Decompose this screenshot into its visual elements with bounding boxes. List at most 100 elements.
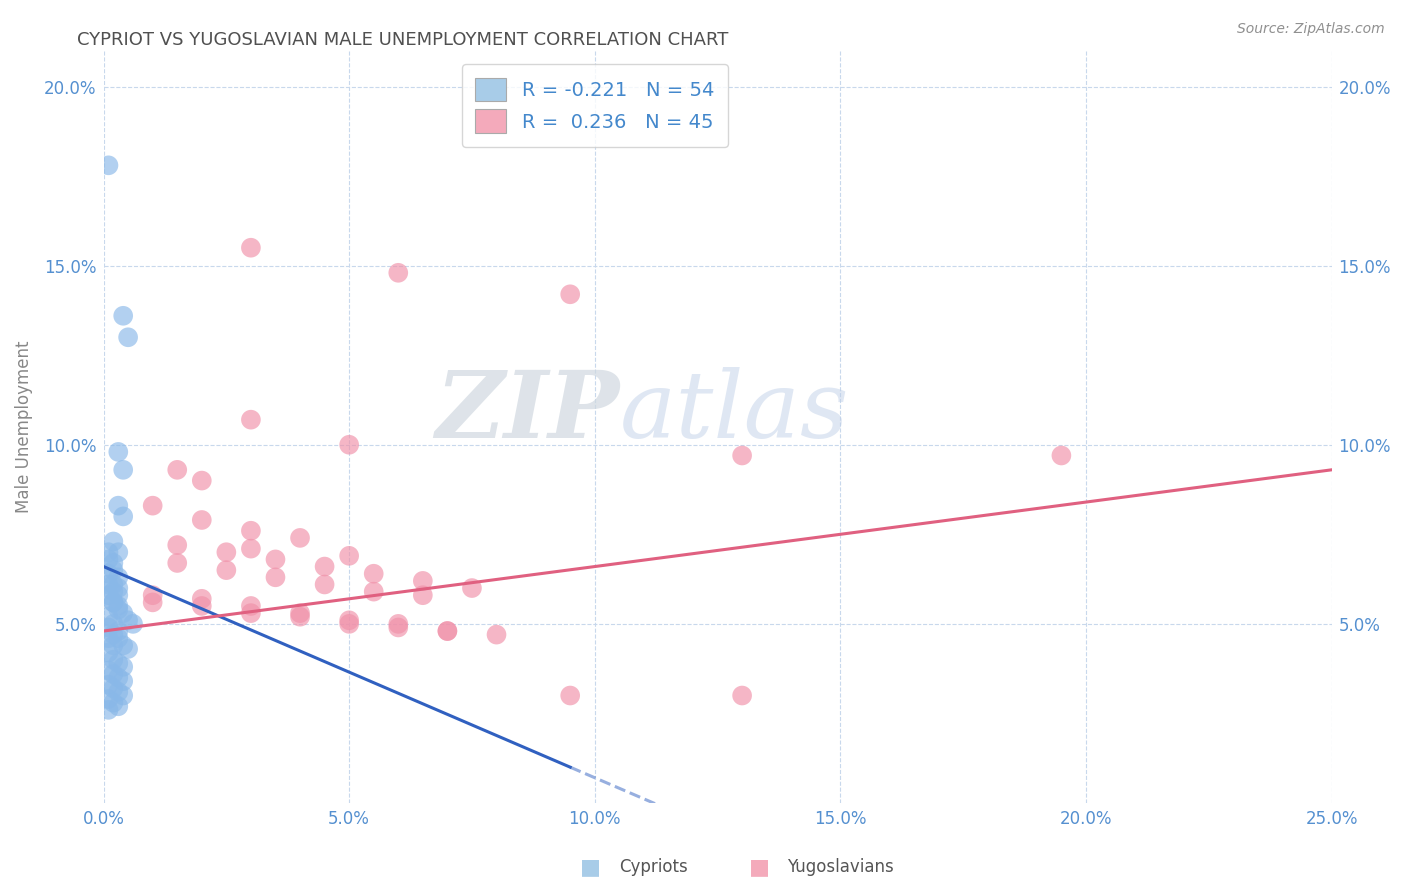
Point [112,639,135,653]
Point [107,631,129,645]
Point [107,624,129,638]
Point [107,699,129,714]
Point [107,657,129,671]
Point [485,627,508,641]
Point [97,703,120,717]
Point [117,330,139,344]
Point [1050,449,1073,463]
Point [239,599,262,613]
Point [314,577,336,591]
Point [191,474,214,488]
Point [107,545,129,559]
Point [107,499,129,513]
Point [97,577,120,591]
Point [142,588,165,602]
Text: ZIP: ZIP [434,367,619,457]
Point [239,541,262,556]
Point [436,624,458,638]
Point [363,584,385,599]
Point [191,513,214,527]
Point [142,499,165,513]
Text: ■: ■ [749,857,769,877]
Point [166,463,188,477]
Point [239,606,262,620]
Point [560,689,582,703]
Point [97,646,120,660]
Point [97,545,120,559]
Point [122,616,145,631]
Point [103,616,125,631]
Point [337,613,360,627]
Point [103,584,125,599]
Point [97,620,120,634]
Point [112,463,135,477]
Point [107,588,129,602]
Point [103,639,125,653]
Point [387,616,409,631]
Point [387,620,409,634]
Point [103,556,125,570]
Point [103,653,125,667]
Point [387,266,409,280]
Text: Source: ZipAtlas.com: Source: ZipAtlas.com [1237,22,1385,37]
Y-axis label: Male Unemployment: Male Unemployment [15,341,32,513]
Point [97,609,120,624]
Point [97,566,120,581]
Point [97,588,120,602]
Point [215,563,238,577]
Point [461,581,484,595]
Point [103,595,125,609]
Text: ■: ■ [581,857,600,877]
Point [363,566,385,581]
Point [107,671,129,685]
Point [288,531,311,545]
Point [412,574,434,588]
Point [731,689,754,703]
Point [112,606,135,620]
Point [264,570,287,584]
Point [264,552,287,566]
Point [191,591,214,606]
Point [107,445,129,459]
Point [97,692,120,706]
Point [117,642,139,657]
Point [337,438,360,452]
Point [103,696,125,710]
Point [112,674,135,689]
Legend: R = -0.221   N = 54, R =  0.236   N = 45: R = -0.221 N = 54, R = 0.236 N = 45 [461,64,728,146]
Point [97,552,120,566]
Point [436,624,458,638]
Point [103,627,125,641]
Point [97,158,120,172]
Point [166,556,188,570]
Point [103,681,125,696]
Point [103,534,125,549]
Point [337,616,360,631]
Text: atlas: atlas [619,367,849,457]
Point [112,309,135,323]
Point [107,570,129,584]
Text: CYPRIOT VS YUGOSLAVIAN MALE UNEMPLOYMENT CORRELATION CHART: CYPRIOT VS YUGOSLAVIAN MALE UNEMPLOYMENT… [77,31,728,49]
Point [117,613,139,627]
Point [103,563,125,577]
Point [191,599,214,613]
Point [112,689,135,703]
Point [103,577,125,591]
Point [166,538,188,552]
Point [215,545,238,559]
Point [97,678,120,692]
Point [112,509,135,524]
Point [288,606,311,620]
Text: Yugoslavians: Yugoslavians [787,858,894,876]
Point [107,602,129,616]
Point [142,595,165,609]
Point [239,241,262,255]
Point [107,599,129,613]
Point [107,685,129,699]
Point [112,660,135,674]
Text: Cypriots: Cypriots [619,858,688,876]
Point [239,524,262,538]
Point [239,412,262,426]
Point [107,581,129,595]
Point [337,549,360,563]
